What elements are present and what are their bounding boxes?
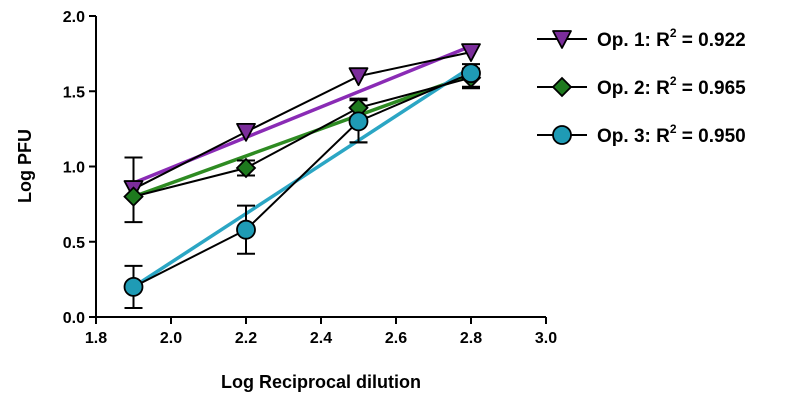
legend-marker bbox=[551, 76, 573, 98]
marker-op2 bbox=[235, 157, 257, 179]
marker-op3 bbox=[123, 276, 144, 297]
x-tick-label: 2.6 bbox=[385, 330, 407, 347]
y-tick-label: 0.5 bbox=[63, 235, 85, 252]
legend-label: Op. 3: R2 = 0.950 bbox=[597, 122, 746, 147]
markers bbox=[123, 43, 482, 297]
legend-item-op1: Op. 1: R2 = 0.922 bbox=[537, 26, 746, 51]
y-tick-label: 1.0 bbox=[63, 160, 85, 177]
x-tick-label: 2.0 bbox=[160, 330, 182, 347]
fit-line-op2 bbox=[132, 73, 472, 199]
x-tick-label: 2.4 bbox=[310, 330, 332, 347]
marker-op3 bbox=[348, 111, 369, 132]
legend-item-op3: Op. 3: R2 = 0.950 bbox=[537, 122, 746, 147]
legend: Op. 1: R2 = 0.922 Op. 2: R2 = 0.965 Op. 3:… bbox=[537, 26, 746, 147]
marker-op1 bbox=[461, 43, 481, 63]
fit-lines bbox=[132, 44, 472, 289]
legend-marker bbox=[552, 30, 572, 49]
connector-op3 bbox=[133, 72, 472, 288]
legend-label: Op. 1: R2 = 0.922 bbox=[597, 26, 746, 51]
x-tick-label: 3.0 bbox=[535, 330, 557, 347]
legend-marker bbox=[552, 125, 572, 145]
x-tick-label: 1.8 bbox=[85, 330, 107, 347]
marker-op1 bbox=[236, 122, 256, 142]
y-tick-label: 2.0 bbox=[63, 9, 85, 26]
marker-op2 bbox=[123, 186, 144, 207]
x-tick-label: 2.8 bbox=[460, 330, 482, 347]
marker-op1 bbox=[348, 67, 369, 87]
ticks: 1.8 2.0 2.2 2.4 2.6 2.8 3.0 0.0 0.5 1.0 1.5 2.0 bbox=[63, 9, 557, 347]
legend-item-op2: Op. 2: R2 = 0.965 bbox=[537, 74, 746, 99]
legend-label: Op. 2: R2 = 0.965 bbox=[597, 74, 746, 99]
x-tick-label: 2.2 bbox=[235, 330, 257, 347]
connector-op1 bbox=[133, 51, 472, 190]
marker-op3 bbox=[236, 219, 256, 240]
connector-op2 bbox=[133, 76, 472, 198]
x-axis-title: Log Reciprocal dilution bbox=[221, 372, 421, 392]
y-tick-label: 0.0 bbox=[63, 310, 85, 327]
connector-lines bbox=[133, 51, 472, 288]
y-axis-title: Log PFU bbox=[15, 129, 35, 203]
marker-op3 bbox=[461, 63, 481, 84]
y-tick-label: 1.5 bbox=[63, 84, 85, 101]
fit-line-op3 bbox=[132, 65, 472, 289]
